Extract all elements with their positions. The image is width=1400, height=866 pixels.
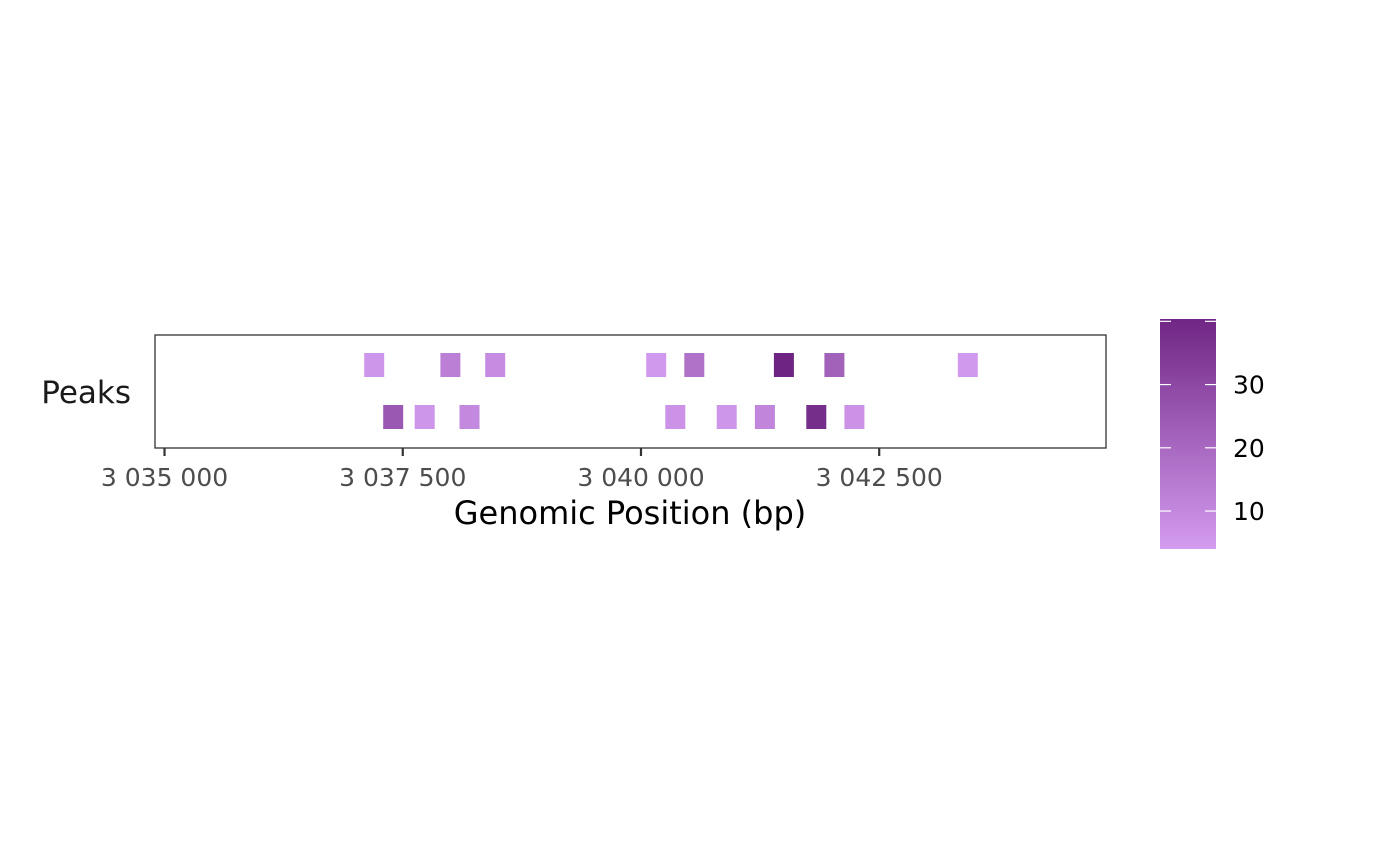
x-tick-label: 3 037 500 [339,463,466,492]
peak-tile-13 [716,405,737,429]
peak-tile-2 [440,353,461,377]
x-tick-label: 3 040 000 [577,463,704,492]
peak-tile-5 [684,353,705,377]
peak-tile-6 [773,353,794,377]
x-axis: 3 035 000 3 037 500 3 040 000 3 042 500 [101,448,943,492]
peak-tile-16 [844,405,865,429]
color-legend-bar [1160,319,1216,549]
legend-tick-label: 10 [1233,497,1265,526]
peak-tile-12 [665,405,686,429]
legend-tick-label: 30 [1233,371,1265,400]
peak-tile-8 [957,353,978,377]
legend-tick-label: 40 [1233,307,1265,336]
peak-tile-4 [646,353,667,377]
peak-tile-11 [459,405,480,429]
row-label-peaks: Peaks [41,375,131,411]
color-legend-ticks [1160,320,1216,512]
color-legend-labels: 10 20 30 40 [1233,307,1265,526]
peak-tile-15 [806,405,827,429]
peak-tile-7 [824,353,845,377]
x-tick-label: 3 042 500 [816,463,943,492]
heatmap-tiles [364,353,978,429]
plot-panel [154,334,1107,449]
peak-tile-14 [754,405,775,429]
color-legend: 10 20 30 40 [1160,307,1265,549]
peak-tile-9 [383,405,404,429]
peak-tile-3 [485,353,506,377]
legend-tick-label: 20 [1233,434,1265,463]
peak-tile-1 [364,353,385,377]
x-axis-title: Genomic Position (bp) [454,494,807,532]
peak-tile-10 [414,405,435,429]
x-tick-label: 3 035 000 [101,463,228,492]
